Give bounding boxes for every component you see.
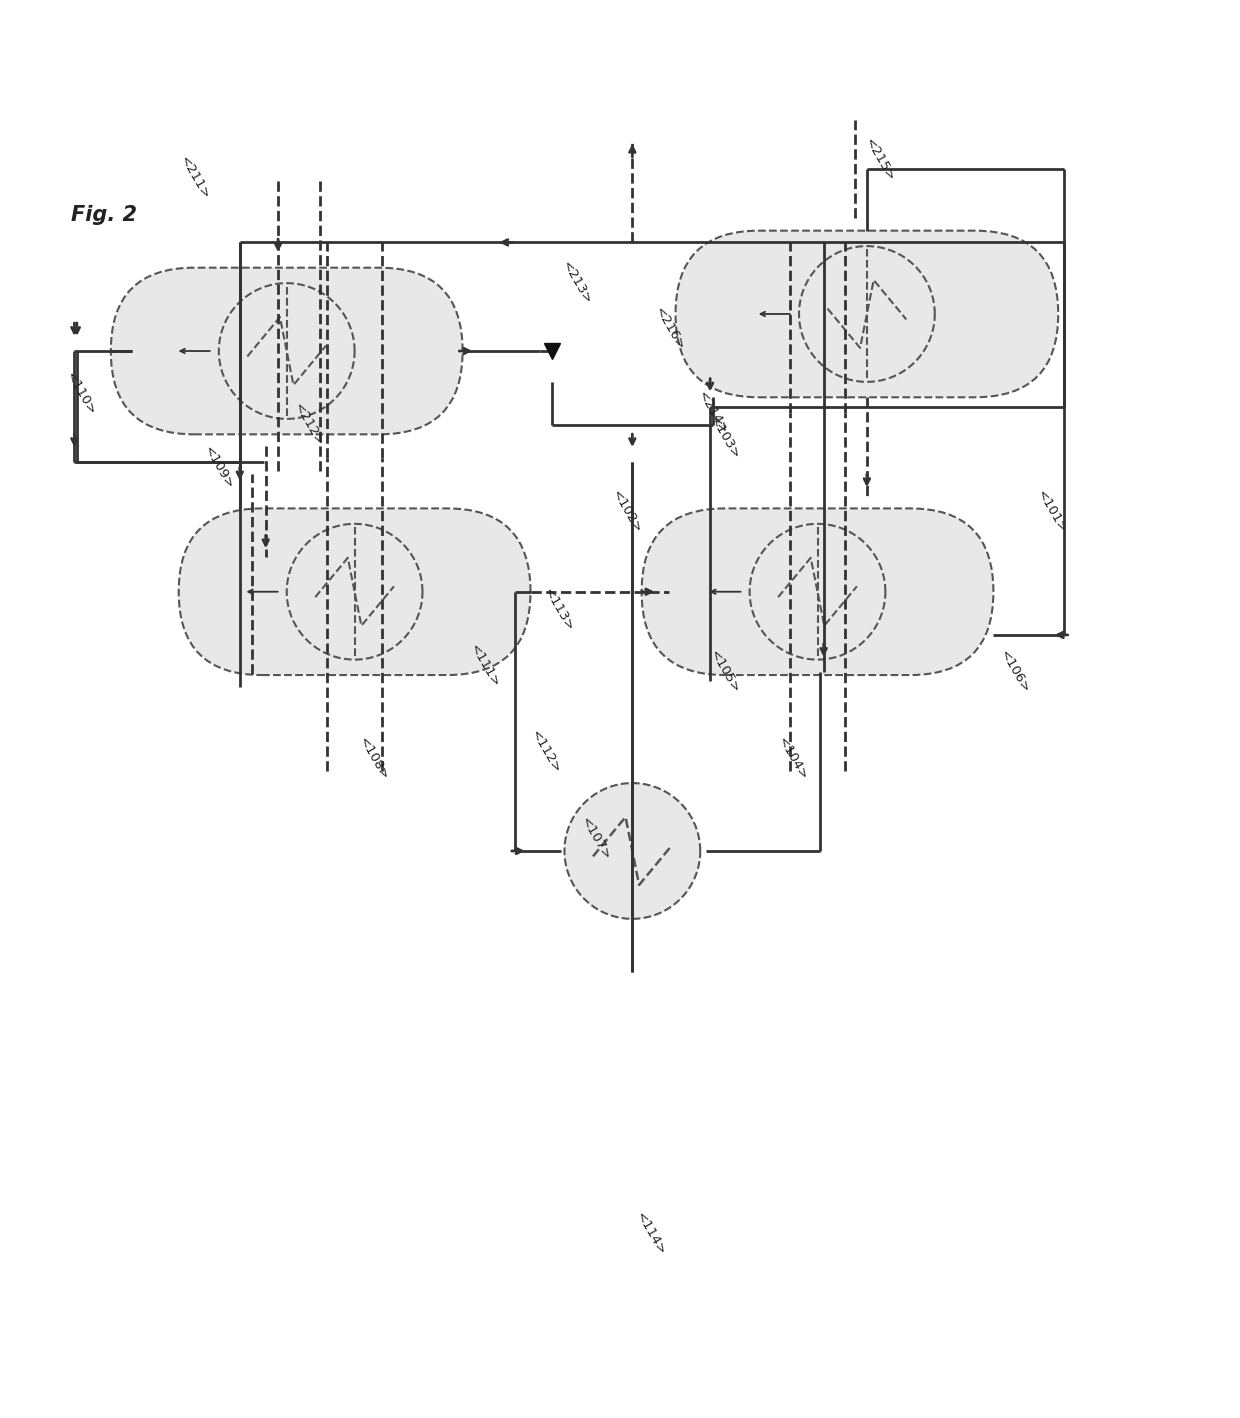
Text: <212>: <212> (291, 401, 326, 450)
Text: <215>: <215> (862, 136, 897, 183)
Text: <216>: <216> (652, 305, 687, 353)
Text: <113>: <113> (541, 586, 575, 634)
Text: <109>: <109> (201, 444, 237, 492)
Text: <213>: <213> (559, 259, 594, 308)
Text: <103>: <103> (707, 414, 743, 461)
FancyBboxPatch shape (179, 509, 531, 675)
Text: <101>: <101> (1034, 488, 1070, 536)
Polygon shape (799, 247, 935, 381)
Polygon shape (750, 523, 885, 659)
Text: <108>: <108> (356, 735, 391, 783)
Text: <112>: <112> (528, 729, 563, 776)
Text: <106>: <106> (997, 648, 1033, 696)
Polygon shape (564, 783, 701, 919)
FancyBboxPatch shape (110, 268, 463, 434)
FancyBboxPatch shape (641, 509, 993, 675)
Text: Fig. 2: Fig. 2 (71, 206, 136, 225)
Text: <114>: <114> (634, 1210, 668, 1258)
Text: <211>: <211> (176, 155, 212, 203)
Text: <104>: <104> (775, 735, 810, 783)
FancyBboxPatch shape (676, 231, 1058, 397)
Text: <110>: <110> (63, 370, 98, 418)
Text: <102>: <102> (609, 488, 644, 536)
Text: <105>: <105> (707, 648, 743, 696)
Text: <214>: <214> (696, 389, 730, 437)
Text: <111>: <111> (466, 642, 502, 689)
Polygon shape (218, 284, 355, 418)
Text: <107>: <107> (578, 815, 613, 862)
Polygon shape (286, 523, 423, 659)
